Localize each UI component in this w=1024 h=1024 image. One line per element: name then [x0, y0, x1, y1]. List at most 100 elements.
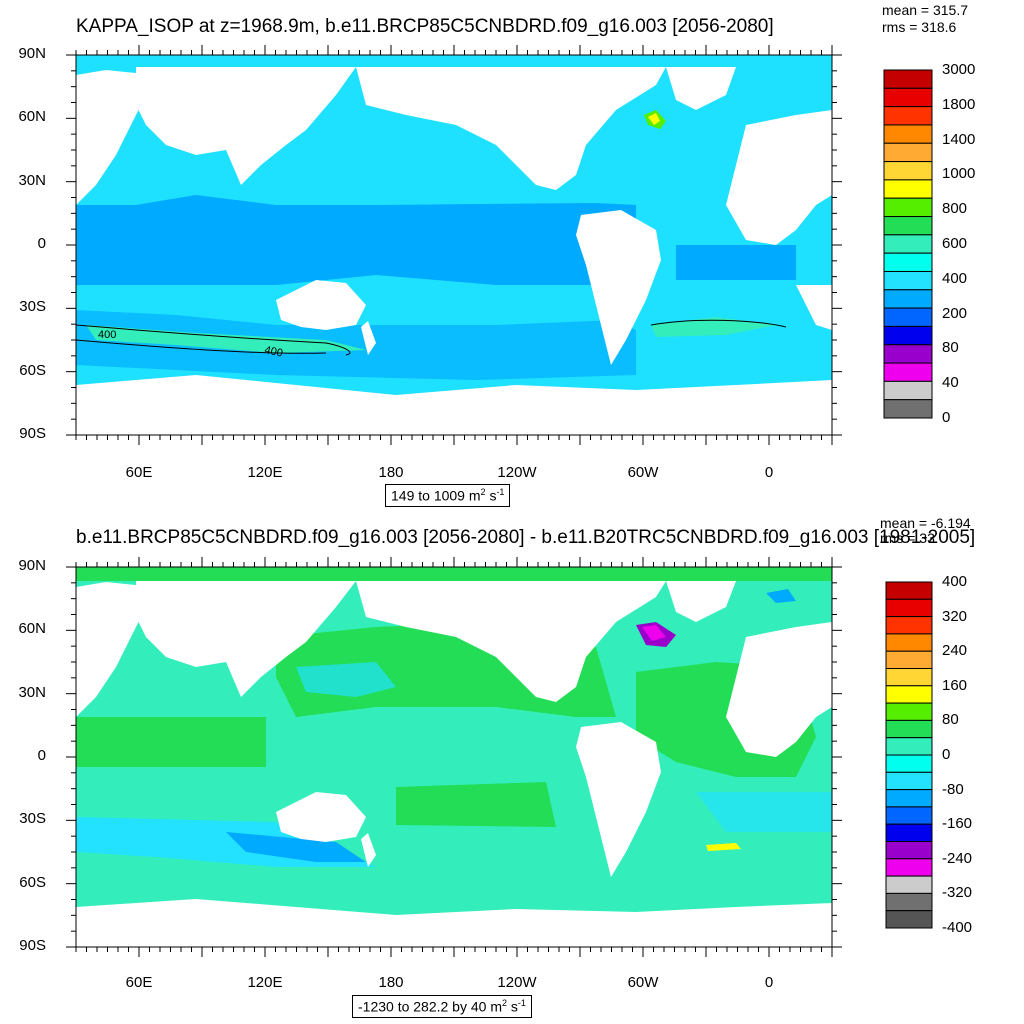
top-lon-label-120e: 120E — [247, 464, 283, 481]
bottom-range-unit-exp2: -1 — [517, 998, 526, 1008]
bottom-axis-ticks — [66, 557, 842, 957]
bottom-colorbar-box — [885, 754, 933, 773]
top-lon-label-0: 0 — [764, 464, 774, 481]
top-colorbar-label: 80 — [942, 339, 959, 357]
bottom-nordic-anomaly — [766, 589, 796, 603]
top-atlantic-band — [676, 245, 796, 280]
bottom-range-unit-s: s — [510, 998, 518, 1015]
bottom-land — [76, 581, 832, 947]
top-colorbar-box — [883, 124, 933, 144]
top-lat-label-60s: 60S — [19, 362, 46, 379]
bottom-lat-label-90s: 90S — [19, 937, 46, 954]
bottom-negative-regions — [76, 662, 832, 867]
top-colorbar-box — [883, 344, 933, 364]
top-colorbar-label: 40 — [942, 374, 959, 392]
bottom-labrador-anomaly-core — [642, 625, 666, 641]
bottom-colorbar-box — [885, 875, 933, 894]
bottom-colorbar-box — [885, 858, 933, 877]
bottom-range-text: -1230 to 282.2 by 40 — [358, 998, 487, 1015]
bottom-colorbar-label: -160 — [942, 815, 973, 833]
top-colorbar-box — [883, 380, 933, 401]
bottom-range-box: -1230 to 282.2 by 40 m2 s-1 — [352, 995, 532, 1018]
top-southern-band — [76, 310, 636, 380]
bottom-lat-label-90n: 90N — [18, 557, 46, 574]
top-colorbar-box — [883, 106, 933, 126]
bottom-colorbar-box — [885, 806, 933, 825]
top-contour-lines — [75, 319, 787, 356]
bottom-lat-label-60n: 60N — [18, 620, 46, 637]
bottom-lon-label-60e: 60E — [125, 974, 153, 991]
top-range-box: 149 to 1009 m2 s-1 — [385, 484, 511, 507]
top-lat-label-30s: 30S — [19, 298, 46, 315]
bottom-colorbar-box — [885, 668, 933, 687]
top-mean-label: mean = 315.7 — [882, 2, 969, 18]
top-colorbar-box — [883, 399, 933, 419]
top-range-unit-m: m — [468, 487, 481, 504]
bottom-lat-label-30n: 30N — [18, 684, 46, 701]
bottom-lon-label-60w: 60W — [627, 974, 659, 991]
top-colorbar-label: 400 — [942, 269, 968, 287]
bottom-colorbar-box — [885, 598, 933, 618]
bottom-colorbar-label: -320 — [942, 884, 973, 902]
bottom-lat-label-0: 0 — [37, 747, 46, 764]
bottom-map — [75, 566, 833, 948]
bottom-range-unit-exp1: 2 — [502, 998, 508, 1008]
top-lat-label-60n: 60N — [18, 108, 46, 125]
bottom-panel-title: b.e11.BRCP85C5CNBDRD.f09_g16.003 [2056-2… — [76, 527, 976, 548]
top-colorbar-box — [883, 362, 933, 382]
top-colorbar-label: 200 — [942, 304, 968, 322]
top-contour-label-1: 400 — [98, 329, 116, 341]
top-colorbar-box — [883, 197, 933, 218]
bottom-colorbar-box — [885, 789, 933, 808]
bottom-colorbar-box — [885, 702, 933, 721]
top-panel-title: KAPPA_ISOP at z=1968.9m, b.e11.BRCP85C5C… — [76, 16, 774, 37]
bottom-yellow-spot — [706, 843, 741, 851]
top-arctic-strip — [76, 55, 832, 63]
bottom-colorbar-label: 240 — [942, 642, 968, 660]
bottom-colorbar-box — [885, 910, 933, 929]
top-range-text: 149 to 1009 — [391, 487, 465, 504]
top-labrador-hotspot-core — [648, 113, 660, 125]
top-colorbar-box — [883, 142, 933, 163]
top-colorbar-box — [883, 87, 933, 108]
top-high-atlantic-region — [651, 317, 776, 337]
bottom-colorbar — [885, 581, 933, 929]
top-lon-label-60w: 60W — [627, 464, 659, 481]
bottom-lat-label-30s: 30S — [19, 810, 46, 827]
top-lat-label-30n: 30N — [18, 172, 46, 189]
top-map: 400 400 — [75, 54, 833, 436]
bottom-lon-label-0: 0 — [764, 974, 774, 991]
bottom-colorbar-label: 0 — [942, 746, 951, 763]
top-contour-label-2: 400 — [263, 344, 283, 360]
bottom-rms-label: rms = 33 — [880, 530, 935, 546]
bottom-colorbar-box — [885, 633, 933, 652]
top-lon-label-60e: 60E — [125, 464, 153, 481]
top-colorbar-box — [883, 69, 933, 89]
top-colorbar-label: 1000 — [942, 165, 976, 183]
top-axis-ticks — [66, 45, 842, 445]
bottom-lat-label-60s: 60S — [19, 874, 46, 891]
top-tropical-band — [76, 195, 636, 285]
bottom-colorbar-box — [885, 581, 933, 600]
bottom-colorbar-box — [885, 650, 933, 669]
bottom-colorbar-box — [885, 771, 933, 791]
top-colorbar — [883, 69, 933, 419]
bottom-colorbar-label: -400 — [942, 919, 973, 936]
top-land — [76, 67, 832, 435]
top-colorbar-box — [883, 307, 933, 327]
top-colorbar-label: 600 — [942, 235, 968, 252]
bottom-colorbar-label: 160 — [942, 676, 968, 694]
bottom-colorbar-box — [885, 685, 933, 704]
bottom-colorbar-box — [885, 616, 933, 635]
bottom-colorbar-box — [885, 719, 933, 739]
top-lon-label-180: 180 — [378, 464, 404, 481]
bottom-colorbar-label: -80 — [942, 780, 964, 798]
top-colorbar-box — [883, 270, 933, 291]
top-colorbar-box — [883, 216, 933, 236]
top-range-unit-exp1: 2 — [480, 487, 486, 497]
bottom-lon-label-180: 180 — [378, 974, 404, 991]
top-colorbar-box — [883, 234, 933, 254]
top-colorbar-box — [883, 252, 933, 272]
top-colorbar-label: 0 — [942, 409, 951, 426]
bottom-colorbar-label: -240 — [942, 849, 973, 867]
